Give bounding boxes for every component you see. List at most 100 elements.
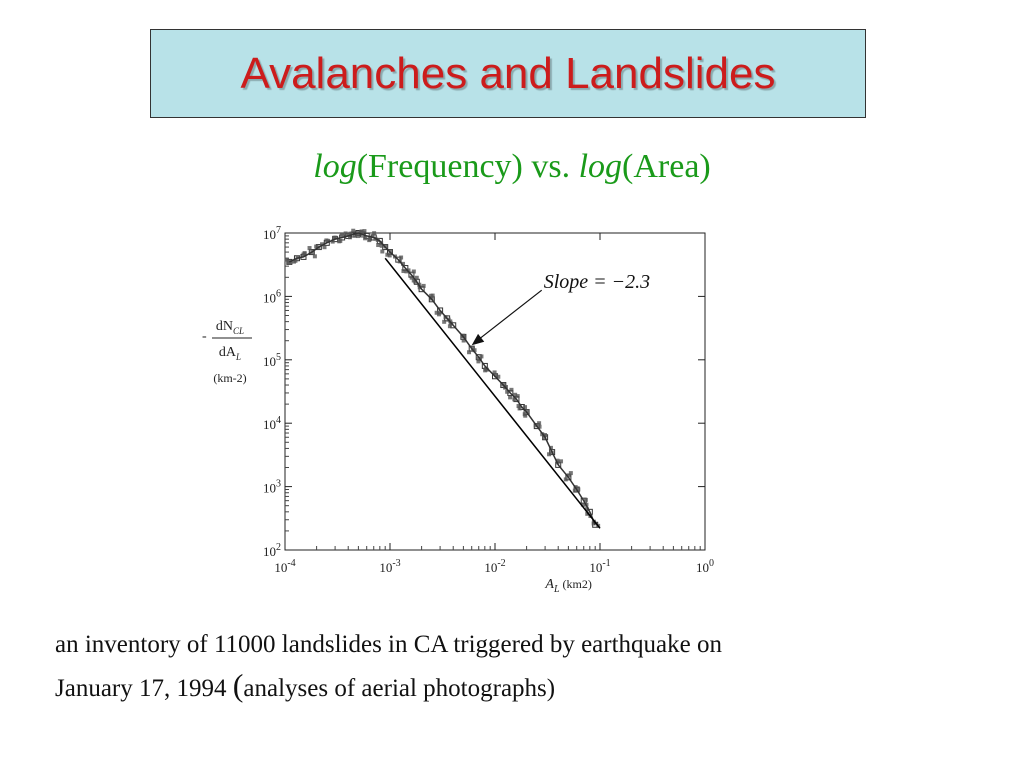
data-point-jitter [401, 269, 406, 274]
data-point-jitter [580, 502, 585, 507]
loglog-chart: 10-4 10-3 10-2 10-1 100 102 103 104 105 106 107 AL … [202, 225, 714, 595]
data-point-jitter [338, 238, 343, 243]
data-point-jitter [523, 413, 528, 418]
data-point-jitter [547, 452, 552, 457]
subtitle-log-2: log [578, 148, 623, 185]
data-point-jitter [322, 245, 327, 250]
x-tick-label: 10-1 [589, 558, 610, 575]
data-point-jitter [343, 231, 348, 236]
caption-paren: ( [232, 667, 244, 703]
data-point-jitter [332, 235, 337, 240]
data-point-jitter [461, 338, 466, 343]
data-point-jitter [576, 487, 581, 492]
subtitle-log-1: log [313, 148, 357, 185]
data-point-jitter [559, 459, 564, 464]
data-point-jitter [404, 269, 409, 274]
data-series-line [288, 232, 596, 526]
data-point-jitter [517, 406, 522, 411]
data-point-jitter [476, 359, 481, 364]
data-point-jitter [421, 283, 426, 288]
data-point-jitter [362, 229, 367, 234]
data-point-jitter [548, 445, 553, 450]
x-axis-label: AL (km2) [544, 577, 591, 595]
data-point-jitter [302, 251, 307, 256]
data-point-jitter [312, 254, 317, 259]
data-point-jitter [401, 261, 406, 266]
data-point-jitter [512, 397, 517, 402]
y-label-unit: (km-2) [213, 371, 246, 385]
data-point-jitter [293, 258, 298, 263]
y-label-minus: - [202, 329, 207, 344]
data-point-jitter [508, 395, 513, 400]
annotation-arrow-head [471, 333, 485, 346]
caption-date: January 17, 1994 [55, 675, 233, 702]
data-point-jitter [429, 293, 434, 298]
data-point-jitter [585, 511, 590, 516]
data-point-jitter [348, 231, 353, 236]
data-point-jitter [380, 249, 385, 254]
data-point-jitter [537, 421, 542, 426]
data-point-jitter [385, 252, 390, 257]
data-point-jitter [348, 235, 353, 240]
plot-frame [284, 232, 706, 551]
data-point-jitter [367, 237, 372, 242]
data-point-jitter [513, 392, 518, 397]
data-point-jitter [370, 234, 375, 239]
slide-title: Avalanches and Landslides [240, 48, 776, 98]
subtitle-area: (Area) [622, 148, 711, 185]
data-point-jitter [352, 233, 357, 238]
data-point-jitter [363, 236, 368, 241]
fit-line [384, 257, 601, 529]
data-point-jitter [442, 319, 447, 324]
data-point-jitter [324, 238, 329, 243]
data-point-jitter [399, 255, 404, 260]
x-tick-label: 10-2 [484, 558, 505, 575]
annotation-arrow [477, 289, 543, 341]
data-point-jitter [409, 275, 414, 280]
data-point-jitter [555, 458, 560, 463]
y-tick-label: 105 [263, 352, 281, 369]
data-point-jitter [307, 246, 312, 251]
data-point-jitter [383, 244, 388, 249]
caption-line-2: January 17, 1994 (analyses of aerial pho… [55, 665, 1015, 709]
data-point-jitter [447, 324, 452, 329]
data-point-jitter [542, 433, 547, 438]
data-point [308, 249, 315, 256]
data-point-jitter [509, 387, 514, 392]
data-point-jitter [537, 424, 542, 429]
data-point-jitter [355, 234, 360, 239]
data-point-jitter [467, 350, 472, 355]
slide-caption: an inventory of 11000 landslides in CA t… [55, 625, 1015, 709]
data-point-jitter [339, 233, 344, 238]
title-box: Avalanches and Landslides [150, 29, 866, 118]
data-point-jitter [483, 366, 488, 371]
data-point-jitter [434, 310, 439, 315]
data-point-jitter [376, 243, 381, 248]
data-point-jitter [494, 373, 499, 378]
data-point-jitter [286, 259, 291, 264]
data-point-jitter [515, 394, 520, 399]
data-point-jitter [436, 312, 441, 317]
data-point-jitter [568, 471, 573, 476]
y-tick-label: 107 [263, 225, 281, 242]
data-point-jitter [351, 228, 356, 233]
data-point-jitter [411, 278, 416, 283]
data-point-jitter [284, 257, 289, 262]
y-tick-label: 103 [263, 479, 281, 496]
data-point-jitter [411, 269, 416, 274]
data-point-jitter [314, 244, 319, 249]
data-point-jitter [476, 357, 481, 362]
subtitle-frequency: (Frequency) vs. [356, 148, 579, 185]
x-tick-label: 100 [696, 558, 714, 575]
data-point-jitter [516, 404, 521, 409]
data-point-jitter [359, 230, 364, 235]
data-point-jitter [566, 473, 571, 478]
data-point-jitter [372, 231, 377, 236]
data-point-jitter [563, 477, 568, 482]
caption-line-1: an inventory of 11000 landslides in CA t… [55, 631, 722, 658]
x-tick-label: 10-3 [379, 558, 400, 575]
slope-annotation: Slope = −2.3 [544, 271, 650, 293]
caption-analyses: analyses of aerial photographs) [243, 675, 556, 702]
data-point-jitter [584, 507, 589, 512]
data-point-jitter [523, 405, 528, 410]
